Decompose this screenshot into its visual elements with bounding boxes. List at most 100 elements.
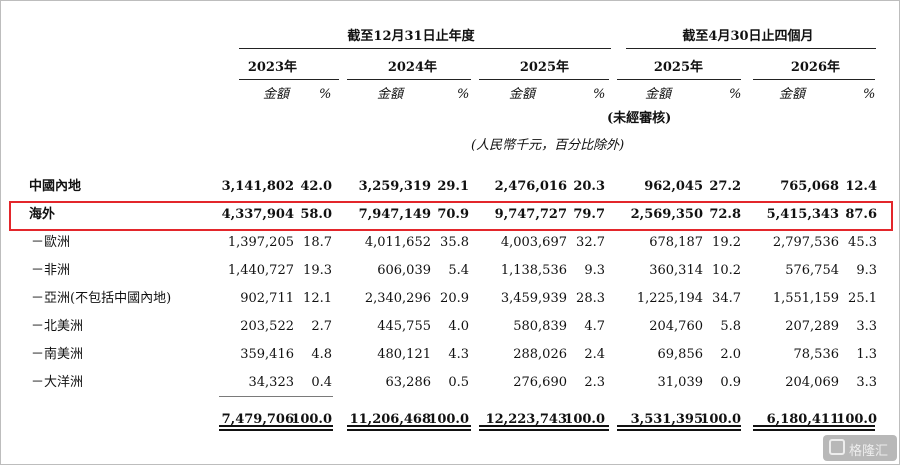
total-percent-cell: 100.0 [836,412,877,427]
percent-cell: 3.3 [856,375,877,390]
pct-subheader: % [593,87,606,102]
year-2026-m4-header: 2026年 [790,60,840,75]
percent-cell: 4.3 [448,347,469,362]
watermark-text: 格隆汇 [849,444,889,459]
amount-cell: 4,337,904 [221,207,294,222]
total-percent-cell: 100.0 [564,412,605,427]
amount-cell: 765,068 [780,179,839,194]
total-percent-cell: 100.0 [428,412,469,427]
amount-cell: 902,711 [240,291,294,306]
percent-cell: 34.7 [712,291,741,306]
percent-cell: 0.5 [448,375,469,390]
percent-cell: 25.1 [848,291,877,306]
col-underline [617,79,741,80]
amount-cell: 7,947,149 [358,207,431,222]
amount-cell: 576,754 [785,263,839,278]
amount-cell: 606,039 [377,263,431,278]
total-amount-cell: 6,180,411 [766,412,839,427]
total-double-rule [753,425,875,431]
pct-subheader: % [729,87,742,102]
watermark-logo-icon [829,439,845,455]
amount-cell: 962,045 [644,179,703,194]
total-percent-cell: 100.0 [291,412,332,427]
amount-cell: 1,551,159 [772,291,839,306]
percent-cell: 35.8 [440,235,469,250]
percent-cell: 4.0 [448,319,469,334]
total-amount-cell: 11,206,468 [349,412,431,427]
percent-cell: 1.3 [856,347,877,362]
percent-cell: 42.0 [300,179,332,194]
amount-subheader: 金額 [509,87,536,102]
row-label: －北美洲 [31,319,84,334]
amount-cell: 2,797,536 [772,235,839,250]
amount-cell: 207,289 [785,319,839,334]
row-label: －非洲 [31,263,71,278]
row-label: －南美洲 [31,347,84,362]
col-underline [753,79,875,80]
year-2024-header: 2024年 [387,60,437,75]
percent-cell: 2.3 [584,375,605,390]
amount-cell: 288,026 [513,347,567,362]
unaudited-note: (未經審核) [607,111,672,126]
amount-cell: 678,187 [649,235,703,250]
percent-cell: 2.4 [584,347,605,362]
amount-cell: 359,416 [240,347,294,362]
amount-cell: 4,011,652 [364,235,431,250]
amount-cell: 69,856 [657,347,704,362]
amount-cell: 2,476,016 [494,179,567,194]
amount-cell: 2,340,296 [364,291,431,306]
amount-cell: 4,003,697 [500,235,567,250]
amount-cell: 360,314 [649,263,703,278]
pct-subheader: % [457,87,470,102]
percent-cell: 9.3 [856,263,877,278]
amount-cell: 63,286 [385,375,432,390]
amount-cell: 5,415,343 [766,207,839,222]
row-label: －大洋洲 [31,375,84,390]
amount-cell: 2,569,350 [630,207,703,222]
amount-cell: 480,121 [377,347,431,362]
row-label: －歐洲 [31,235,71,250]
percent-cell: 19.2 [712,235,741,250]
pct-subheader: % [863,87,876,102]
percent-cell: 70.9 [437,207,469,222]
percent-cell: 79.7 [573,207,605,222]
four-month-caption: 截至4月30日止四個月 [682,29,814,44]
col-underline [239,79,339,80]
amount-cell: 580,839 [513,319,567,334]
total-double-rule [479,425,609,431]
row-label: 海外 [29,207,56,222]
amount-cell: 204,760 [649,319,703,334]
row-label: －亞洲(不包括中國內地) [31,291,172,306]
percent-cell: 2.0 [720,347,741,362]
year-2025-m4-header: 2025年 [653,60,703,75]
subtotal-rule [219,396,333,397]
pct-subheader: % [319,87,332,102]
year-2025-header: 2025年 [519,60,569,75]
year-2023-header: 2023年 [247,60,297,75]
amount-cell: 31,039 [657,375,704,390]
percent-cell: 12.1 [303,291,332,306]
col-underline [347,79,471,80]
percent-cell: 32.7 [576,235,605,250]
percent-cell: 27.2 [709,179,741,194]
amount-cell: 3,141,802 [221,179,294,194]
amount-cell: 445,755 [377,319,431,334]
amount-cell: 34,323 [248,375,295,390]
percent-cell: 0.9 [720,375,741,390]
percent-cell: 20.3 [573,179,605,194]
percent-cell: 72.8 [709,207,741,222]
amount-cell: 276,690 [513,375,567,390]
total-double-rule [219,425,333,431]
percent-cell: 20.9 [440,291,469,306]
col-underline [479,79,609,80]
total-percent-cell: 100.0 [700,412,741,427]
percent-cell: 0.4 [311,375,332,390]
amount-subheader: 金額 [263,87,290,102]
percent-cell: 10.2 [712,263,741,278]
percent-cell: 29.1 [437,179,469,194]
percent-cell: 3.3 [856,319,877,334]
percent-cell: 9.3 [584,263,605,278]
fiscal-year-caption: 截至12月31日止年度 [347,29,475,44]
amount-cell: 204,069 [785,375,839,390]
amount-cell: 3,459,939 [500,291,567,306]
